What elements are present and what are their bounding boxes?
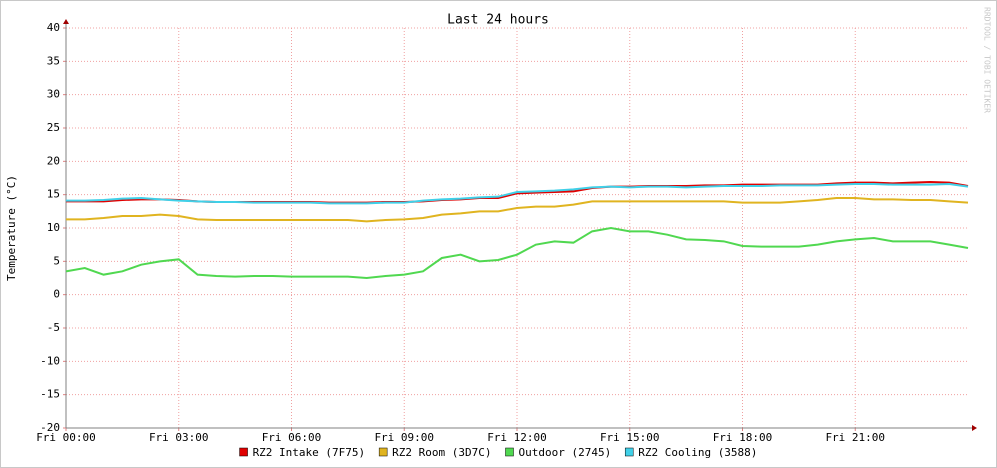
y-tick-label: 40 bbox=[47, 21, 60, 34]
y-tick-label: 0 bbox=[53, 288, 60, 301]
y-tick-label: 20 bbox=[47, 154, 60, 167]
legend-swatch bbox=[624, 447, 634, 457]
legend-swatch bbox=[505, 447, 514, 457]
y-tick-label: 5 bbox=[53, 254, 60, 267]
legend-swatch bbox=[239, 447, 248, 457]
series-line bbox=[66, 197, 969, 223]
y-tick-label: 30 bbox=[47, 88, 60, 101]
x-tick-label: Fri 03:00 bbox=[149, 431, 209, 444]
y-axis-label: Temperature (°C) bbox=[5, 175, 18, 281]
legend-label: RZ2 Intake (7F75) bbox=[253, 446, 366, 459]
y-tick-label: -5 bbox=[47, 321, 60, 334]
watermark: RRDTOOL / TOBI OETIKER bbox=[983, 7, 992, 113]
y-tick-label: -10 bbox=[40, 354, 60, 367]
y-tick-label: -20 bbox=[40, 421, 60, 434]
series-line bbox=[66, 182, 969, 205]
y-tick-label: 15 bbox=[47, 188, 60, 201]
x-tick-label: Fri 15:00 bbox=[600, 431, 660, 444]
x-tick-label: Fri 12:00 bbox=[487, 431, 547, 444]
legend-swatch bbox=[378, 447, 388, 457]
chart-title: Last 24 hours bbox=[447, 13, 549, 28]
series-line bbox=[65, 226, 969, 280]
y-tick-label: -15 bbox=[40, 388, 60, 401]
x-tick-label: Fri 18:00 bbox=[713, 431, 773, 444]
axis-arrow bbox=[972, 425, 977, 431]
legend-label: RZ2 Cooling (3588) bbox=[638, 446, 757, 459]
x-tick-label: Fri 06:00 bbox=[262, 431, 322, 444]
x-tick-label: Fri 21:00 bbox=[825, 431, 885, 444]
y-tick-label: 35 bbox=[47, 54, 60, 67]
x-tick-label: Fri 09:00 bbox=[374, 431, 434, 444]
y-tick-label: 10 bbox=[47, 221, 60, 234]
y-tick-label: 25 bbox=[47, 121, 60, 134]
axis-arrow bbox=[63, 19, 69, 24]
legend-label: RZ2 Room (3D7C) bbox=[392, 446, 491, 459]
x-tick-label: Fri 00:00 bbox=[36, 431, 96, 444]
legend-label: Outdoor (2745) bbox=[519, 446, 612, 459]
